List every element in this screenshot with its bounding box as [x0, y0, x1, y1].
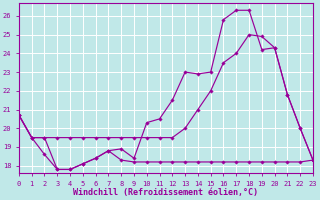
X-axis label: Windchill (Refroidissement éolien,°C): Windchill (Refroidissement éolien,°C)	[74, 188, 259, 197]
